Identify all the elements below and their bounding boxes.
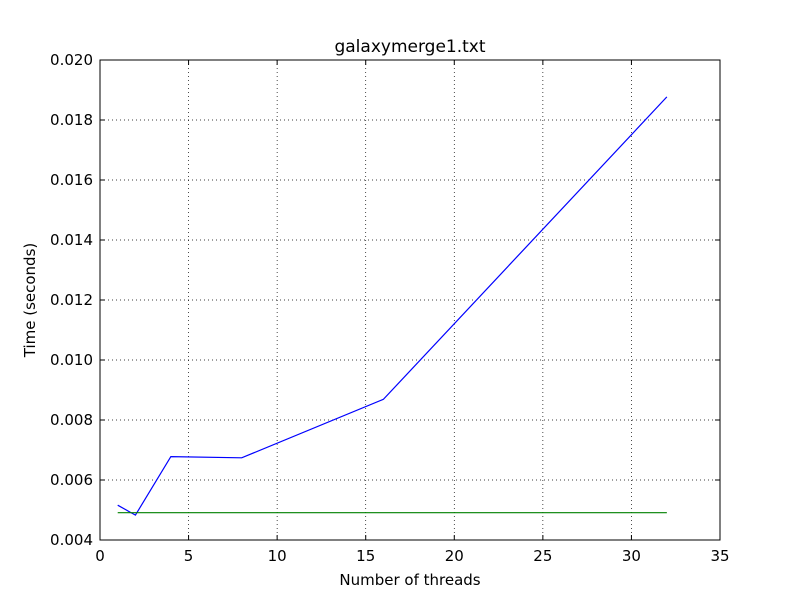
y-tick-label: 0.014 [50,231,93,249]
y-axis-label: Time (seconds) [21,243,39,359]
y-tick-label: 0.018 [50,111,93,129]
y-tick-label: 0.016 [50,171,93,189]
y-tick-label: 0.012 [50,291,93,309]
y-tick-label: 0.004 [50,531,93,549]
x-tick-label: 25 [533,547,552,565]
y-tick-label: 0.008 [50,411,93,429]
grid [100,60,720,540]
chart-title: galaxymerge1.txt [334,37,485,57]
x-tick-label: 0 [95,547,105,565]
y-tick-label: 0.010 [50,351,93,369]
x-tick-label: 5 [184,547,194,565]
series-group [117,96,668,516]
x-axis-label: Number of threads [339,571,480,589]
x-tick-label: 20 [445,547,464,565]
x-tick-label: 35 [710,547,729,565]
x-tick-label: 10 [268,547,287,565]
x-tick-label: 30 [622,547,641,565]
series-line-1 [117,96,668,516]
y-tick-label: 0.020 [50,51,93,69]
x-tick-label: 15 [356,547,375,565]
axis-ticks: 0 5 10 15 20 25 30 35 0.004 0.006 0.008 0.010 0.012 0… [50,51,730,565]
y-tick-label: 0.006 [50,471,93,489]
